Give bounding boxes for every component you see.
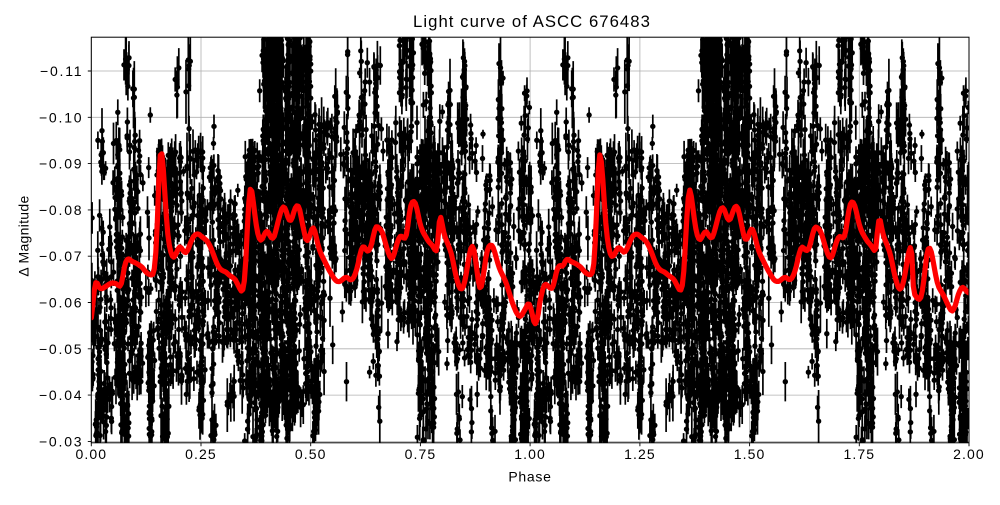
svg-text:1.00: 1.00 (514, 446, 546, 462)
svg-text:Δ Magnitude: Δ Magnitude (16, 195, 32, 276)
svg-text:−0.10: −0.10 (39, 109, 83, 125)
svg-text:−0.11: −0.11 (40, 63, 83, 79)
svg-text:Light curve of ASCC 676483: Light curve of ASCC 676483 (413, 12, 651, 31)
svg-text:0.25: 0.25 (185, 446, 217, 462)
svg-text:2.00: 2.00 (953, 446, 985, 462)
svg-text:−0.03: −0.03 (39, 433, 83, 449)
svg-text:0.75: 0.75 (405, 446, 437, 462)
svg-text:0.00: 0.00 (75, 446, 107, 462)
svg-text:−0.08: −0.08 (39, 202, 83, 218)
svg-text:−0.07: −0.07 (39, 248, 83, 264)
svg-text:−0.04: −0.04 (39, 387, 83, 403)
svg-text:0.50: 0.50 (295, 446, 327, 462)
svg-text:Phase: Phase (508, 469, 551, 485)
svg-text:1.75: 1.75 (843, 446, 875, 462)
svg-text:1.25: 1.25 (624, 446, 656, 462)
svg-text:1.50: 1.50 (734, 446, 766, 462)
svg-text:−0.05: −0.05 (39, 341, 83, 357)
svg-text:−0.09: −0.09 (39, 156, 83, 172)
svg-text:−0.06: −0.06 (39, 295, 83, 311)
